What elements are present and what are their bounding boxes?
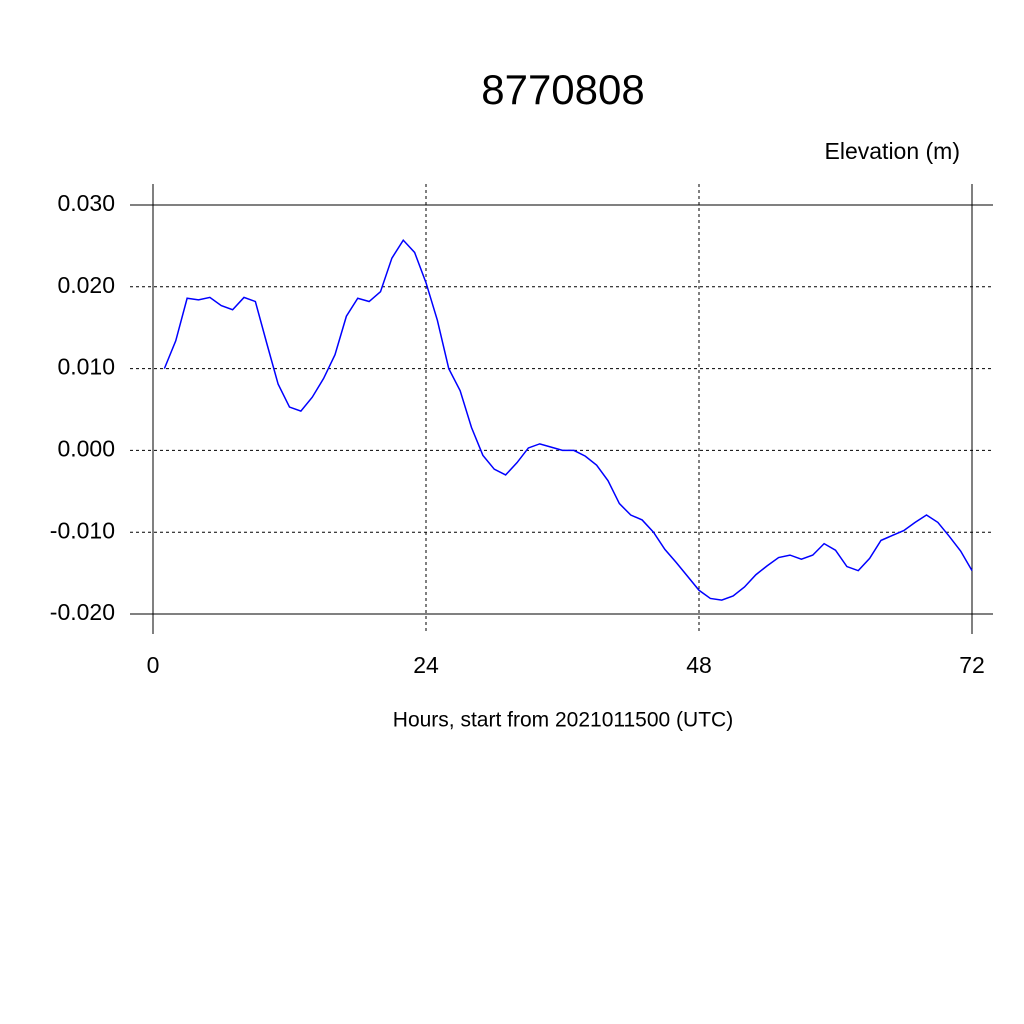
- y-tick-label: 0.030: [57, 190, 115, 216]
- x-tick-label: 24: [413, 652, 439, 678]
- y-axis-label: Elevation (m): [825, 138, 960, 164]
- y-tick-label: -0.010: [50, 517, 115, 543]
- chart-title: 8770808: [481, 66, 645, 113]
- x-tick-label: 72: [959, 652, 985, 678]
- y-tick-label: 0.000: [57, 435, 115, 461]
- x-tick-label: 0: [147, 652, 160, 678]
- y-tick-label: 0.010: [57, 354, 115, 380]
- data-line: [163, 238, 973, 601]
- y-tick-label: 0.020: [57, 272, 115, 298]
- x-axis-label: Hours, start from 2021011500 (UTC): [393, 709, 733, 732]
- x-tick-label: 48: [686, 652, 712, 678]
- y-tick-label: -0.020: [50, 599, 115, 625]
